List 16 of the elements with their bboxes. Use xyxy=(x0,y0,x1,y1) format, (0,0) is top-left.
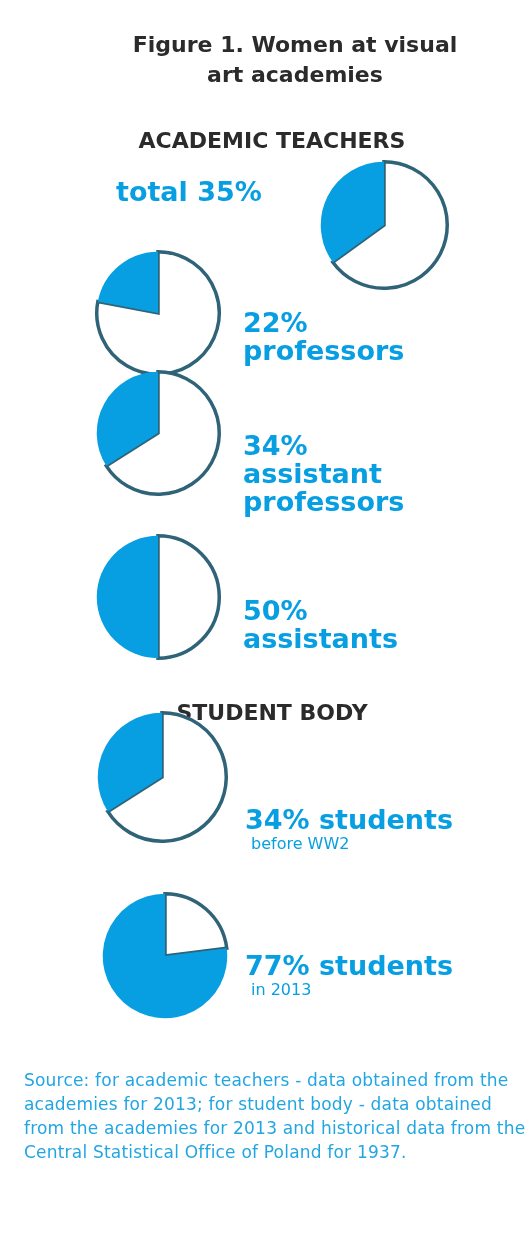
text: assistant xyxy=(243,458,383,489)
text: 34% students xyxy=(245,804,454,835)
text: total 35% xyxy=(116,176,262,207)
source-note: Source: for academic teachers - data obtained from the academies for 2013; for student body - data obtained from the academies for 2013 and historical data from the Central Statistical Office of Poland for 1937. xyxy=(24,1069,527,1164)
text: 22% xyxy=(243,307,309,338)
text: professors xyxy=(243,335,405,366)
text: Figure 1. Women at visual art academies xyxy=(131,31,459,89)
text: assistants xyxy=(243,623,399,654)
text: professors xyxy=(243,486,405,517)
text: STUDENT BODY xyxy=(175,699,369,727)
text: before WW2 xyxy=(250,834,351,854)
text: 77% students xyxy=(245,950,454,981)
text: 34% xyxy=(243,430,309,461)
text: 50% xyxy=(243,595,309,626)
text: in 2013 xyxy=(250,980,313,1000)
text: ACADEMIC TEACHERS xyxy=(137,127,407,155)
